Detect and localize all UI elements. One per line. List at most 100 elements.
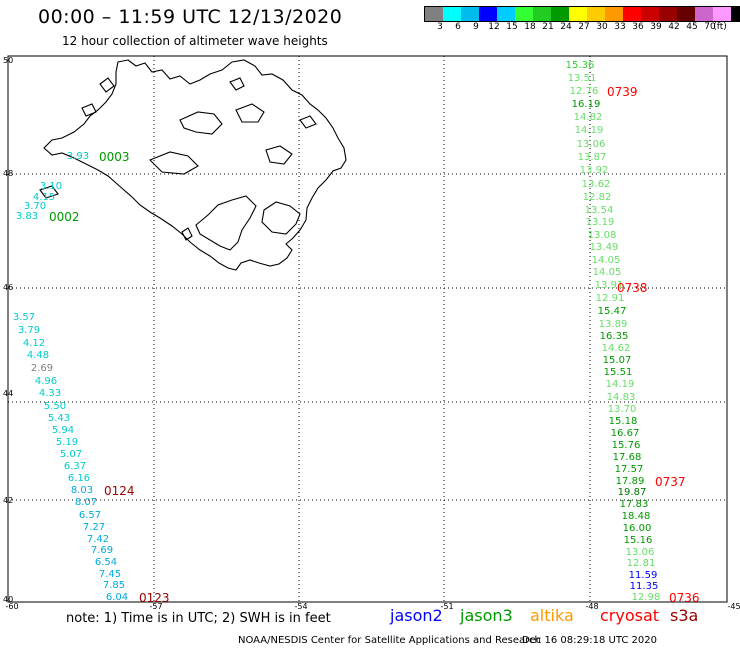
latitude-label: 48 bbox=[3, 169, 14, 178]
wave-height-value: 3.93 bbox=[66, 151, 90, 162]
wave-height-value: 11.59 bbox=[628, 570, 658, 581]
scale-swatch bbox=[461, 7, 479, 21]
wave-height-value: 5.50 bbox=[43, 401, 67, 412]
wave-height-value: 12.98 bbox=[631, 592, 661, 603]
wave-height-value: 12.81 bbox=[626, 558, 656, 569]
longitude-label: -45 bbox=[727, 602, 740, 611]
generated-datestamp: Dec 16 08:29:18 UTC 2020 bbox=[522, 635, 657, 646]
pass-time-label: 0739 bbox=[607, 85, 638, 99]
wave-height-value: 17.89 bbox=[615, 476, 645, 487]
wave-height-value: 3.79 bbox=[17, 325, 41, 336]
scale-swatch bbox=[605, 7, 623, 21]
wave-height-value: 3.70 bbox=[23, 201, 47, 212]
scale-swatch bbox=[731, 7, 740, 21]
scale-swatch bbox=[443, 7, 461, 21]
pass-time-label: 0002 bbox=[49, 210, 80, 224]
scale-label: 39 bbox=[650, 22, 662, 32]
scale-swatch bbox=[425, 7, 443, 21]
scale-label: 33 bbox=[614, 22, 626, 32]
pass-time-label: 0124 bbox=[104, 484, 135, 498]
wave-height-value: 16.00 bbox=[622, 523, 652, 534]
wave-height-value: 4.12 bbox=[22, 338, 46, 349]
scale-swatch bbox=[659, 7, 677, 21]
scale-label: 18 bbox=[524, 22, 536, 32]
scale-swatch bbox=[695, 7, 713, 21]
wave-height-value: 6.57 bbox=[78, 510, 102, 521]
wave-height-value: 12.82 bbox=[582, 192, 612, 203]
wave-height-value: 14.62 bbox=[601, 343, 631, 354]
scale-label: 45 bbox=[686, 22, 698, 32]
wave-height-value: 15.36 bbox=[565, 60, 595, 71]
scale-label: 9 bbox=[473, 22, 479, 32]
wave-height-value: 6.16 bbox=[67, 473, 91, 484]
wave-height-value: 13.54 bbox=[584, 205, 614, 216]
map-frame bbox=[7, 55, 728, 603]
wave-height-value: 15.07 bbox=[602, 355, 632, 366]
wave-height-value: 7.27 bbox=[82, 522, 106, 533]
scale-unit: (ft) bbox=[713, 22, 727, 32]
wave-height-value: 5.07 bbox=[59, 449, 83, 460]
wave-height-value: 5.43 bbox=[47, 413, 71, 424]
wave-height-value: 15.18 bbox=[608, 416, 638, 427]
wave-height-value: 18.48 bbox=[621, 511, 651, 522]
wave-height-value: 11.35 bbox=[629, 581, 659, 592]
scale-swatch bbox=[677, 7, 695, 21]
legend-altika: altika bbox=[530, 606, 574, 625]
pass-time-label: 0003 bbox=[99, 150, 130, 164]
wave-height-value: 19.87 bbox=[617, 487, 647, 498]
wave-height-value: 8.03 bbox=[70, 485, 94, 496]
scale-label: 6 bbox=[455, 22, 461, 32]
longitude-label: -54 bbox=[294, 602, 308, 611]
scale-swatch bbox=[623, 7, 641, 21]
newfoundland-coastline bbox=[39, 59, 347, 271]
longitude-label: -51 bbox=[440, 602, 454, 611]
wave-height-value: 3.10 bbox=[39, 181, 63, 192]
wave-height-value: 7.45 bbox=[98, 569, 122, 580]
wave-height-value: 5.94 bbox=[51, 425, 75, 436]
legend-jason2: jason2 bbox=[390, 606, 443, 625]
wave-height-value: 17.68 bbox=[612, 452, 642, 463]
chart-subtitle: 12 hour collection of altimeter wave hei… bbox=[62, 34, 328, 48]
scale-label: 24 bbox=[560, 22, 572, 32]
wave-height-value: 4.33 bbox=[38, 388, 62, 399]
wave-height-value: 7.42 bbox=[86, 534, 110, 545]
legend-s3a: s3a bbox=[670, 606, 699, 625]
wave-height-value: 13.51 bbox=[567, 73, 597, 84]
wave-height-value: 7.69 bbox=[90, 545, 114, 556]
scale-swatch bbox=[713, 7, 731, 21]
wave-height-value: 14.19 bbox=[574, 125, 604, 136]
wave-height-value: 17.57 bbox=[614, 464, 644, 475]
wave-height-value: 15.51 bbox=[603, 367, 633, 378]
scale-swatch bbox=[479, 7, 497, 21]
wave-height-value: 16.35 bbox=[599, 331, 629, 342]
wave-height-value: 13.08 bbox=[587, 230, 617, 241]
latitude-label: 40 bbox=[3, 595, 14, 604]
wave-height-value: 6.54 bbox=[94, 557, 118, 568]
wave-height-value: 5.19 bbox=[55, 437, 79, 448]
scale-swatch bbox=[551, 7, 569, 21]
scale-swatch bbox=[533, 7, 551, 21]
color-scale bbox=[424, 6, 740, 22]
scale-label: 12 bbox=[488, 22, 500, 32]
wave-height-value: 14.82 bbox=[573, 112, 603, 123]
longitude-label: -60 bbox=[5, 602, 19, 611]
scale-label: 36 bbox=[632, 22, 644, 32]
wave-height-value: 15.76 bbox=[611, 440, 641, 451]
wave-height-value: 4.96 bbox=[34, 376, 58, 387]
scale-label: 15 bbox=[506, 22, 518, 32]
map-grid bbox=[8, 56, 727, 602]
wave-height-value: 12.91 bbox=[595, 293, 625, 304]
wave-height-value: 14.19 bbox=[605, 379, 635, 390]
wave-height-value: 7.85 bbox=[102, 580, 126, 591]
scale-swatch bbox=[641, 7, 659, 21]
wave-height-value: 16.19 bbox=[571, 99, 601, 110]
wave-height-value: 14.05 bbox=[592, 267, 622, 278]
scale-swatch bbox=[497, 7, 515, 21]
latitude-label: 46 bbox=[3, 283, 14, 292]
wave-height-value: 2.69 bbox=[30, 363, 54, 374]
scale-swatch bbox=[587, 7, 605, 21]
wave-height-value: 13.06 bbox=[625, 547, 655, 558]
wave-height-value: 4.15 bbox=[32, 192, 56, 203]
wave-height-value: 12.76 bbox=[569, 86, 599, 97]
